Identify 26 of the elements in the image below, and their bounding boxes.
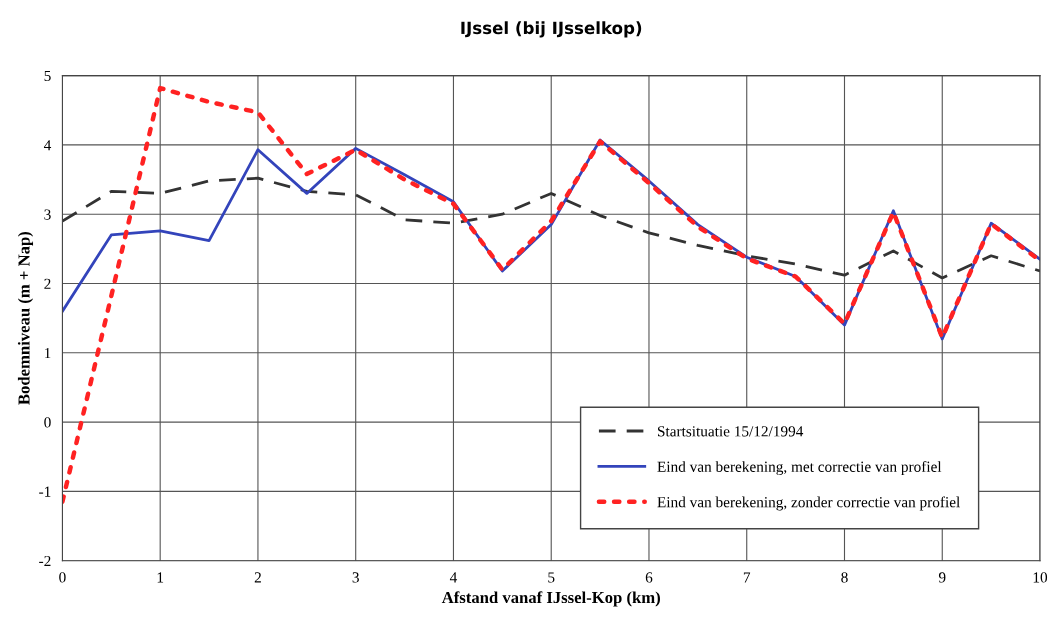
y-tick-label: 4 <box>43 140 52 151</box>
chart-title: IJssel (bij IJsselkop) <box>461 21 642 38</box>
y-tick-label: 1 <box>45 348 51 359</box>
x-tick-label: 3 <box>352 572 359 583</box>
x-tick-label: 5 <box>548 572 555 583</box>
legend-label: Startsituatie 15/12/1994 <box>658 426 804 437</box>
x-tick-label: 10 <box>1033 572 1048 583</box>
line-series <box>62 176 1041 280</box>
x-tick-label: 6 <box>645 572 653 583</box>
y-tick-label: 2 <box>44 278 51 289</box>
y-axis-title: Bodemniveau (m + Nap) <box>17 231 34 405</box>
y-tick-label: -2 <box>39 555 51 566</box>
x-axis-title: Afstand vanaf IJssel-Kop (km) <box>441 591 660 607</box>
x-tick-label: 0 <box>59 572 66 583</box>
y-tick-label: 0 <box>44 417 51 428</box>
y-tick-label: 5 <box>44 70 51 82</box>
legend-label: Eind van berekening, met correctie van profiel <box>657 460 942 476</box>
y-tick-label: -1 <box>39 486 51 497</box>
x-tick-label: 2 <box>254 572 261 583</box>
x-tick-label: 1 <box>157 572 164 583</box>
y-tick-label: 3 <box>44 209 51 220</box>
x-tick-label: 9 <box>938 572 946 583</box>
legend-label: Eind van berekening, zonder correctie van profiel <box>657 496 960 511</box>
x-tick-label: 8 <box>841 572 848 583</box>
x-tick-label: 4 <box>449 572 458 583</box>
x-tick-label: 7 <box>743 572 751 583</box>
